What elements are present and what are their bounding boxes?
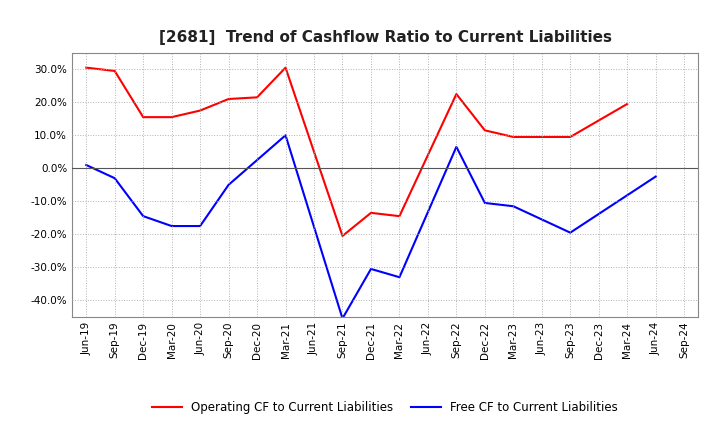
Free CF to Current Liabilities [225, 182, 233, 187]
Operating CF to Current Liabilities [395, 213, 404, 219]
Free CF to Current Liabilities [253, 158, 261, 163]
Line: Free CF to Current Liabilities: Free CF to Current Liabilities [86, 135, 656, 319]
Operating CF to Current Liabilities [566, 134, 575, 139]
Operating CF to Current Liabilities [167, 114, 176, 120]
Free CF to Current Liabilities [509, 204, 518, 209]
Free CF to Current Liabilities [282, 132, 290, 138]
Operating CF to Current Liabilities [509, 134, 518, 139]
Free CF to Current Liabilities [652, 174, 660, 179]
Operating CF to Current Liabilities [253, 95, 261, 100]
Free CF to Current Liabilities [366, 266, 375, 271]
Title: [2681]  Trend of Cashflow Ratio to Current Liabilities: [2681] Trend of Cashflow Ratio to Curren… [158, 29, 612, 45]
Free CF to Current Liabilities [395, 275, 404, 280]
Free CF to Current Liabilities [537, 217, 546, 222]
Operating CF to Current Liabilities [282, 65, 290, 70]
Operating CF to Current Liabilities [110, 68, 119, 73]
Line: Operating CF to Current Liabilities: Operating CF to Current Liabilities [86, 68, 627, 236]
Free CF to Current Liabilities [139, 213, 148, 219]
Operating CF to Current Liabilities [480, 128, 489, 133]
Operating CF to Current Liabilities [82, 65, 91, 70]
Free CF to Current Liabilities [196, 224, 204, 229]
Operating CF to Current Liabilities [366, 210, 375, 216]
Operating CF to Current Liabilities [139, 114, 148, 120]
Free CF to Current Liabilities [167, 224, 176, 229]
Free CF to Current Liabilities [338, 316, 347, 321]
Operating CF to Current Liabilities [452, 92, 461, 97]
Legend: Operating CF to Current Liabilities, Free CF to Current Liabilities: Operating CF to Current Liabilities, Fre… [148, 396, 623, 419]
Operating CF to Current Liabilities [196, 108, 204, 113]
Free CF to Current Liabilities [82, 162, 91, 168]
Free CF to Current Liabilities [110, 176, 119, 181]
Operating CF to Current Liabilities [537, 134, 546, 139]
Operating CF to Current Liabilities [225, 96, 233, 102]
Operating CF to Current Liabilities [623, 101, 631, 106]
Free CF to Current Liabilities [566, 230, 575, 235]
Free CF to Current Liabilities [480, 200, 489, 205]
Free CF to Current Liabilities [452, 144, 461, 150]
Operating CF to Current Liabilities [338, 233, 347, 238]
